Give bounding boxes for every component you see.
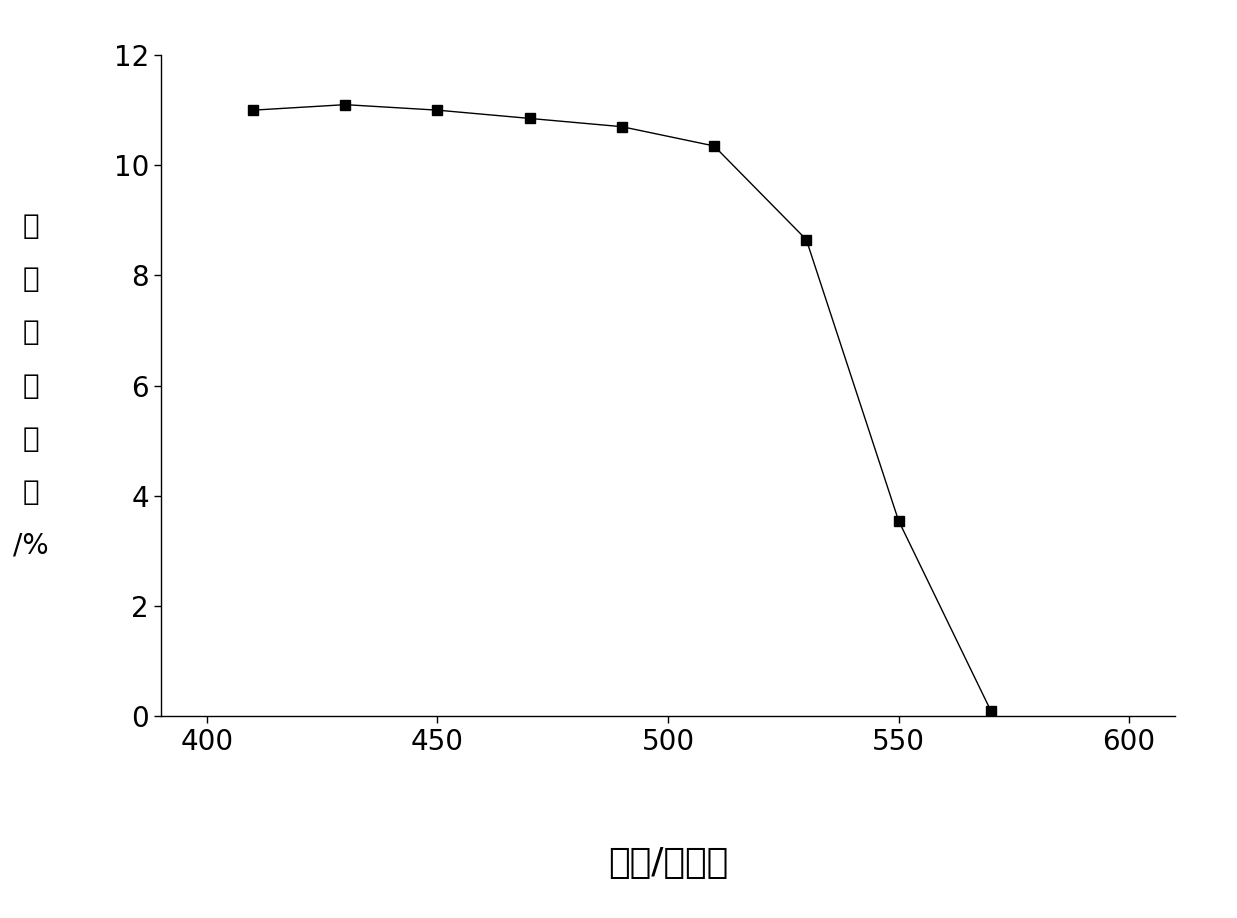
Text: 余: 余 [22, 265, 40, 293]
Text: 体: 体 [22, 425, 40, 453]
Text: 奥: 奥 [22, 319, 40, 346]
Text: /%: /% [14, 532, 48, 559]
Text: 温度/开尔文: 温度/开尔文 [607, 845, 729, 880]
Text: 残: 残 [22, 212, 40, 240]
Text: 量: 量 [22, 478, 40, 506]
Text: 氏: 氏 [22, 372, 40, 399]
